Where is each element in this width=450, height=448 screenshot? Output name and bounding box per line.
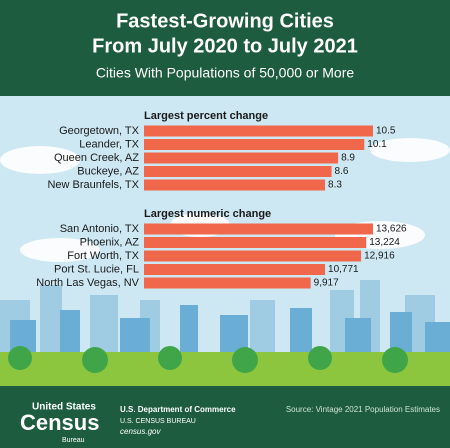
bar	[144, 223, 373, 235]
category-label: North Las Vegas, NV	[36, 277, 139, 289]
bar	[144, 166, 332, 177]
bar	[144, 179, 326, 191]
header-bg	[0, 0, 450, 96]
bar	[144, 250, 362, 262]
footer-bg	[0, 386, 450, 448]
category-label: New Braunfels, TX	[47, 179, 139, 191]
bar	[144, 139, 365, 150]
bar	[144, 264, 326, 275]
footer-dept: U.S. Department of Commerce	[120, 405, 236, 414]
category-label: San Antonio, TX	[60, 223, 140, 235]
title: From July 2020 to July 2021	[92, 35, 358, 57]
category-label: Phoenix, AZ	[80, 236, 140, 248]
logo: United States	[32, 402, 96, 413]
category-label: Port St. Lucie, FL	[54, 263, 139, 275]
bar	[144, 152, 339, 164]
category-label: Buckeye, AZ	[77, 165, 139, 177]
category-label: Leander, TX	[79, 138, 139, 150]
value-label: 10,771	[328, 264, 359, 275]
bar	[144, 237, 367, 248]
value-label: 12,916	[364, 251, 395, 262]
value-label: 9,917	[314, 278, 339, 289]
value-label: 13,626	[376, 224, 407, 235]
value-label: 8.6	[335, 166, 349, 177]
category-label: Fort Worth, TX	[67, 250, 139, 262]
value-label: 8.3	[328, 180, 342, 191]
chart-title: Largest numeric change	[144, 208, 271, 220]
category-label: Queen Creek, AZ	[54, 152, 139, 164]
category-label: Georgetown, TX	[59, 125, 140, 137]
subtitle: Cities With Populations of 50,000 or Mor…	[96, 65, 355, 81]
value-label: 13,224	[369, 237, 400, 248]
skyline-back	[0, 280, 435, 360]
bar	[144, 277, 311, 289]
clouds	[0, 138, 450, 262]
logo: Census	[20, 410, 99, 435]
value-label: 10.1	[367, 139, 387, 150]
value-label: 8.9	[341, 153, 355, 164]
footer-site: census.gov	[120, 427, 161, 436]
logo: Bureau	[62, 437, 85, 444]
footer-source: Source: Vintage 2021 Population Estimate…	[286, 405, 440, 414]
trees	[8, 346, 408, 373]
title: Fastest-Growing Cities	[116, 10, 334, 32]
grass	[0, 352, 450, 386]
bar	[144, 125, 373, 137]
value-label: 10.5	[376, 126, 396, 137]
chart-title: Largest percent change	[144, 110, 268, 122]
footer-bureau: U.S. CENSUS BUREAU	[120, 418, 196, 425]
